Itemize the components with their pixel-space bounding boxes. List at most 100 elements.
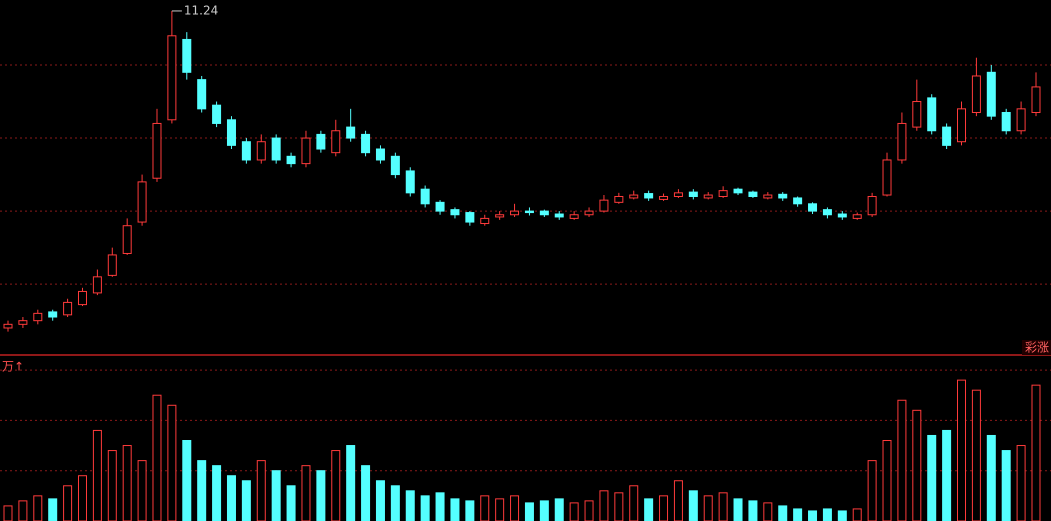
volume-bar [659, 495, 669, 521]
candle-body [390, 155, 400, 176]
volume-bar [212, 465, 222, 521]
candle-body [837, 213, 847, 218]
legend-label: 彩涨 [1025, 340, 1049, 355]
candle-body [122, 225, 132, 254]
candle-body [822, 209, 832, 216]
volume-bar [450, 498, 460, 521]
candle-body [450, 209, 460, 216]
volume-bar [673, 480, 683, 521]
volume-bar [927, 434, 937, 521]
candle-body [912, 101, 922, 128]
candle-body [63, 301, 73, 316]
volume-bar [629, 485, 639, 521]
volume-bar [614, 492, 624, 521]
candle-body [48, 311, 58, 318]
candle-body [703, 194, 713, 199]
candle-body [107, 254, 117, 276]
candle-body [361, 133, 371, 154]
volume-bar [92, 429, 102, 521]
candle-body [241, 141, 251, 161]
candle-body [465, 212, 475, 223]
candle-body [957, 108, 967, 143]
volume-bar [226, 475, 236, 521]
volume-bar [748, 500, 758, 521]
peak-label: 11.24 [184, 3, 218, 17]
candle-body [375, 148, 385, 161]
candle-body [480, 217, 490, 225]
candle-body [569, 214, 579, 219]
candle-body [18, 320, 28, 325]
volume-bar [793, 508, 803, 521]
candle-body [718, 190, 728, 197]
volume-bar [569, 502, 579, 521]
candle-body [1001, 111, 1011, 132]
candle-body [316, 133, 326, 150]
candle-body [301, 137, 311, 165]
volume-bar [897, 399, 907, 521]
volume-bar [703, 495, 713, 521]
candle-body [599, 199, 609, 212]
candle-body [92, 276, 102, 294]
volume-bar [599, 490, 609, 521]
volume-bar [182, 440, 192, 521]
candle-body [152, 122, 162, 179]
volume-bar [539, 500, 549, 521]
volume-bar [510, 495, 520, 521]
volume-bar [361, 465, 371, 521]
candle-body [688, 191, 698, 197]
volume-bar [942, 429, 952, 521]
volume-bar [718, 492, 728, 521]
volume-bar [241, 480, 251, 521]
volume-bar [1001, 450, 1011, 521]
candle-body [748, 191, 758, 197]
volume-bar [733, 498, 743, 521]
volume-bar [435, 492, 445, 521]
volume-bar [1031, 384, 1041, 521]
candle-body [867, 195, 877, 216]
volume-bar [316, 470, 326, 521]
candle-body [33, 312, 43, 322]
volume-bar [271, 470, 281, 521]
volume-bar [971, 389, 981, 521]
volume-bar [808, 510, 818, 521]
candle-body [197, 79, 207, 110]
candle-body [852, 214, 862, 219]
volume-bar [152, 394, 162, 521]
candle-body [644, 193, 654, 199]
volume-bar [122, 445, 132, 521]
candle-body [539, 210, 549, 216]
candle-body [793, 197, 803, 205]
candle-body [778, 193, 788, 199]
candle-body [673, 192, 683, 197]
candle-body [629, 194, 639, 199]
volume-bar [688, 490, 698, 521]
candle-body [882, 159, 892, 196]
volume-bar [867, 460, 877, 521]
candle-body [971, 75, 981, 113]
volume-bar [390, 485, 400, 521]
candle-body [226, 119, 236, 146]
legend-box [1022, 340, 1051, 355]
candle-body [167, 35, 177, 121]
candle-body [614, 195, 624, 203]
volume-bar [286, 485, 296, 521]
volume-bar [405, 490, 415, 521]
volume-bar [3, 505, 13, 521]
candle-body [346, 126, 356, 139]
volume-bar [48, 498, 58, 521]
candle-body [733, 188, 743, 194]
candle-body [182, 38, 192, 73]
volume-bar [763, 502, 773, 521]
volume-bar [837, 510, 847, 521]
candle-body [1031, 86, 1041, 113]
volume-bar [137, 460, 147, 521]
candle-body [256, 141, 266, 161]
volume-bar [346, 445, 356, 521]
volume-bar [778, 505, 788, 521]
candle-body [986, 71, 996, 117]
volume-bar [77, 475, 87, 521]
volume-bar [480, 495, 490, 521]
volume-bar [375, 480, 385, 521]
candle-body [420, 188, 430, 205]
volume-bar [584, 500, 594, 521]
